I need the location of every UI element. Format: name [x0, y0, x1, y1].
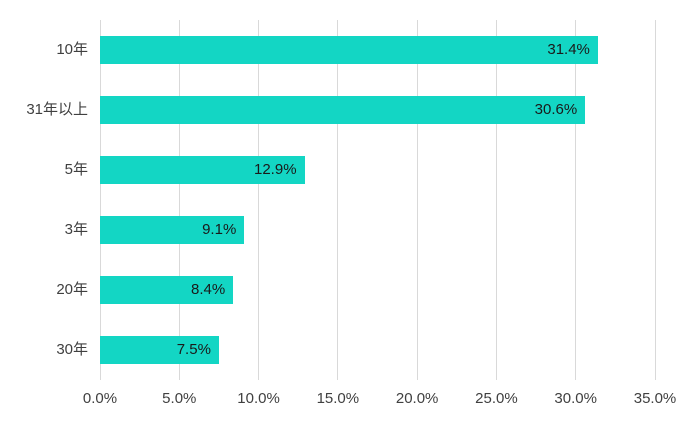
x-axis-tick-label: 10.0%: [237, 390, 280, 407]
bar: 31.4%: [100, 36, 598, 64]
category-label: 20年: [56, 281, 88, 298]
category-label: 5年: [64, 161, 88, 178]
x-axis-tick-label: 5.0%: [162, 390, 197, 407]
x-axis-tick-label: 30.0%: [554, 390, 597, 407]
bar: 7.5%: [100, 336, 219, 364]
x-axis-tick-label: 35.0%: [633, 390, 677, 407]
bar-value-label: 12.9%: [254, 161, 297, 178]
bar: 30.6%: [100, 96, 586, 124]
category-label: 3年: [64, 221, 88, 238]
gridline: [99, 20, 101, 380]
bar-value-label: 9.1%: [202, 221, 237, 238]
bar-value-label: 31.4%: [547, 41, 590, 58]
gridline: [337, 20, 339, 380]
bar-value-label: 30.6%: [534, 101, 578, 118]
x-axis-tick-label: 15.0%: [316, 390, 360, 407]
x-axis-tick-label: 0.0%: [82, 390, 118, 407]
plot-area: 31.4% 30.6% 12.9% 9.1% 8.4% 7.5%: [99, 20, 656, 380]
bar-value-label: 7.5%: [176, 341, 211, 358]
category-axis: 10年 31年以上 5年 3年 20年 30年: [0, 20, 88, 380]
bar: 12.9%: [100, 156, 305, 184]
bar: 8.4%: [100, 276, 234, 304]
category-label: 10年: [56, 41, 88, 58]
gridline: [258, 20, 260, 380]
bar: 9.1%: [100, 216, 245, 244]
value-axis: 0.0% 5.0% 10.0% 15.0% 20.0% 25.0% 30.0% 35.0%: [83, 390, 676, 414]
category-label: 31年以上: [26, 101, 88, 118]
gridline: [416, 20, 418, 380]
bar-value-label: 8.4%: [190, 281, 226, 298]
x-axis-tick-label: 20.0%: [395, 390, 439, 407]
gridline: [575, 20, 577, 380]
x-axis-tick-label: 25.0%: [475, 390, 518, 407]
gridline: [654, 20, 656, 380]
gridline: [178, 20, 180, 380]
gridline: [495, 20, 497, 380]
category-label: 30年: [56, 341, 88, 358]
